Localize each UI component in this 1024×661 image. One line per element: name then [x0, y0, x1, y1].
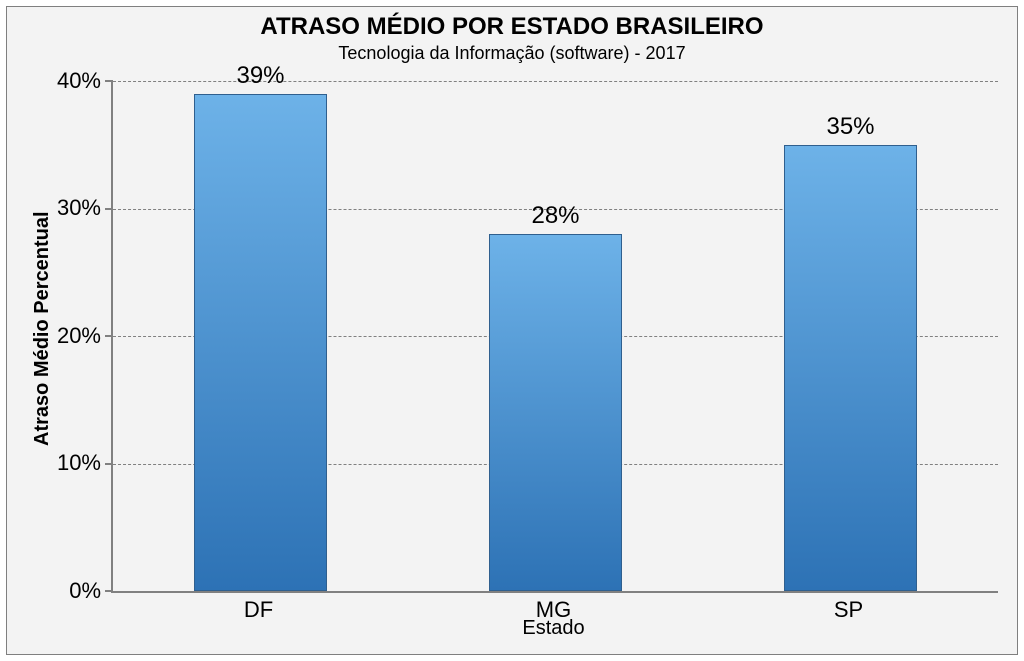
x-tick-label: DF — [111, 597, 406, 623]
x-tick-label: SP — [701, 597, 996, 623]
bar-group: 39% — [113, 81, 408, 591]
y-tick-label: 40% — [41, 68, 101, 94]
chart-frame: ATRASO MÉDIO POR ESTADO BRASILEIRO Tecno… — [6, 6, 1018, 655]
bar — [489, 234, 622, 591]
chart-container: ATRASO MÉDIO POR ESTADO BRASILEIRO Tecno… — [0, 0, 1024, 661]
plot-area: 0%10%20%30%40%39%28%35% — [111, 81, 998, 593]
y-tick-label: 30% — [41, 195, 101, 221]
bar — [784, 145, 917, 591]
y-tick-label: 10% — [41, 450, 101, 476]
y-tick-label: 20% — [41, 323, 101, 349]
y-tick-mark — [105, 335, 113, 337]
chart-title: ATRASO MÉDIO POR ESTADO BRASILEIRO — [7, 13, 1017, 41]
bar-value-label: 39% — [113, 62, 408, 90]
bar-group: 35% — [703, 81, 998, 591]
bar-group: 28% — [408, 81, 703, 591]
bar — [194, 94, 327, 591]
y-tick-mark — [105, 590, 113, 592]
y-tick-label: 0% — [41, 578, 101, 604]
bar-value-label: 35% — [703, 113, 998, 141]
x-tick-label: MG — [406, 597, 701, 623]
bar-value-label: 28% — [408, 202, 703, 230]
y-tick-mark — [105, 80, 113, 82]
y-tick-mark — [105, 208, 113, 210]
y-tick-mark — [105, 463, 113, 465]
